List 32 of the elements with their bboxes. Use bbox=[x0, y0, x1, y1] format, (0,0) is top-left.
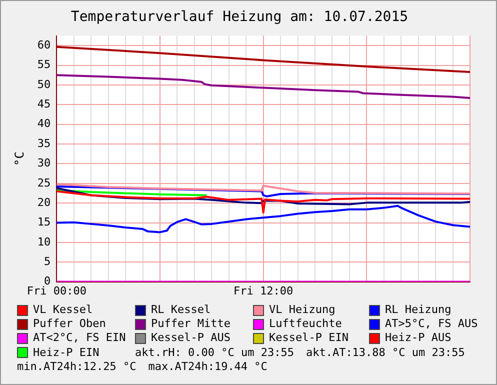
y-tick-label: 35 bbox=[37, 136, 51, 150]
text: min.AT24h:12.25 °C bbox=[17, 360, 136, 374]
legend-label: AT<2°C, FS EIN bbox=[33, 331, 126, 346]
legend-label: Luftfeuchte bbox=[269, 317, 342, 332]
legend-label: RL Kessel bbox=[151, 303, 211, 318]
y-tick-label: 45 bbox=[37, 98, 51, 111]
y-tick-label: 40 bbox=[37, 117, 51, 130]
legend-label: VL Heizung bbox=[269, 303, 336, 318]
text: max.AT24h:19.44 °C bbox=[148, 360, 268, 374]
legend-label: Puffer Mitte bbox=[151, 317, 230, 332]
legend-label: Puffer Oben bbox=[33, 317, 106, 332]
y-axis-title: °C bbox=[12, 152, 26, 166]
legend-label: Kessel-P AUS bbox=[151, 331, 230, 346]
legend-label: RL Heizung bbox=[385, 303, 452, 318]
text: akt.AT:13.88 °C um 23:55 bbox=[306, 346, 465, 360]
y-tick-label: 15 bbox=[37, 216, 51, 229]
x-tick-label: Fri 12:00 bbox=[234, 284, 294, 298]
chart-title: Temperaturverlauf Heizung am: 10.07.2015 bbox=[70, 9, 408, 26]
y-tick-label: 10 bbox=[37, 235, 51, 248]
y-tick-label: 5 bbox=[44, 254, 51, 268]
y-tick-label: 55 bbox=[37, 58, 51, 72]
y-tick-label: 50 bbox=[37, 78, 51, 91]
y-tick-label: 30 bbox=[37, 156, 51, 170]
y-tick-label: 60 bbox=[37, 38, 51, 52]
legend-label: AT>5°C, FS AUS bbox=[385, 317, 478, 332]
y-tick-label: 25 bbox=[37, 176, 51, 190]
text: akt.rH: 0.00 °C um 23:55 bbox=[135, 346, 294, 360]
legend-label: VL Kessel bbox=[33, 303, 93, 318]
y-tick-label: 20 bbox=[37, 196, 51, 209]
legend-label: Kessel-P EIN bbox=[269, 331, 348, 346]
legend-label: Heiz-P AUS bbox=[385, 331, 452, 346]
legend-label: Heiz-P EIN bbox=[33, 346, 100, 360]
